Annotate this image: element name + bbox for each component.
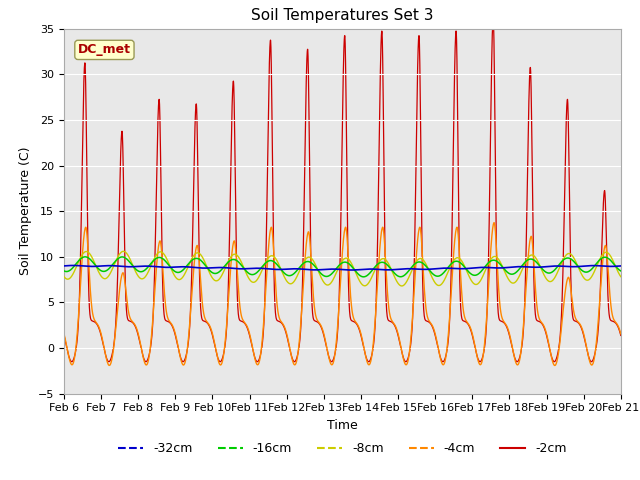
Title: Soil Temperatures Set 3: Soil Temperatures Set 3 [251, 9, 434, 24]
X-axis label: Time: Time [327, 419, 358, 432]
Legend: -32cm, -16cm, -8cm, -4cm, -2cm: -32cm, -16cm, -8cm, -4cm, -2cm [113, 437, 572, 460]
Y-axis label: Soil Temperature (C): Soil Temperature (C) [19, 147, 33, 276]
Text: DC_met: DC_met [78, 43, 131, 56]
